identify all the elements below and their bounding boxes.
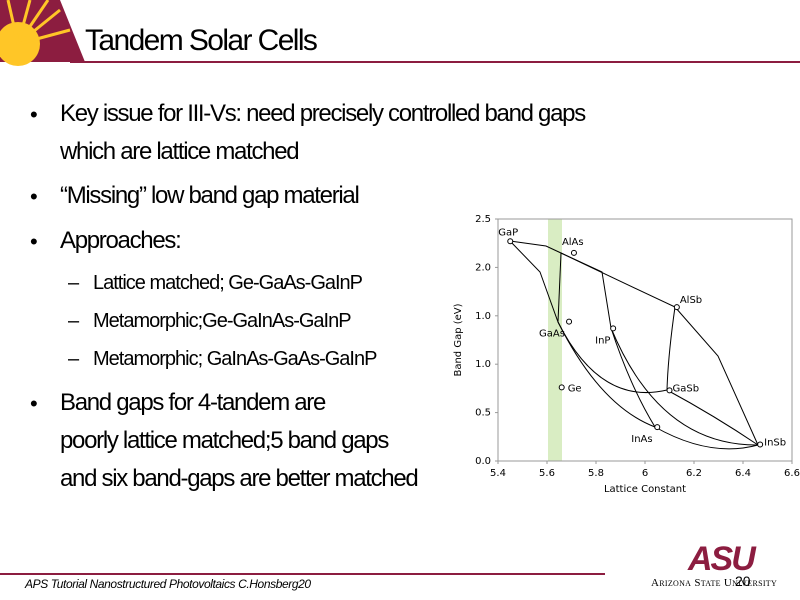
dash: – [68, 272, 79, 294]
bullet: Band gaps for 4-tandem are [60, 389, 326, 416]
dash: – [68, 310, 79, 332]
material-point [570, 249, 577, 256]
footer: APS Tutorial Nanostructured Photovoltaic… [25, 577, 311, 591]
material-label: AlAs [562, 237, 584, 248]
x-tick-label: 6.4 [735, 468, 751, 479]
band-gap-figure: 0.0 0.5 1.0 1.0 2.0 2.5 5.4 5.6 5.8 6 6.2 6.4 6.6 Lat… [450, 206, 800, 500]
material-label: InSb [764, 438, 786, 449]
bullet-dot: • [30, 184, 38, 209]
material-point [666, 387, 673, 394]
material-label: Ge [568, 383, 582, 394]
x-tick-label: 6.2 [686, 468, 702, 479]
material-label: GaSb [673, 383, 700, 394]
x-tick-label: 5.4 [490, 468, 506, 479]
y-tick-label: 2.5 [475, 214, 491, 225]
material-point [654, 424, 661, 431]
y-tick-label: 1.0 [475, 311, 491, 322]
bullet-dot: • [30, 391, 38, 416]
ge-band [548, 219, 562, 461]
x-axis-label: Lattice Constant [604, 484, 686, 495]
bullet: poorly lattice matched;5 band gaps [60, 427, 389, 454]
x-tick-label: 5.8 [588, 468, 604, 479]
y-tick-label: 0.0 [475, 456, 491, 467]
material-point [610, 325, 617, 332]
x-tick-label: 5.6 [539, 468, 555, 479]
material-label: GaP [498, 227, 518, 238]
bullet-dot: • [30, 102, 38, 127]
material-point [673, 304, 680, 311]
y-tick-label: 0.5 [475, 408, 491, 419]
page-number: 20 [735, 573, 751, 589]
material-label: InAs [631, 434, 652, 445]
slide-title: Tandem Solar Cells [85, 24, 318, 57]
sub-bullet: Lattice matched; Ge-GaAs-GaInP [93, 272, 363, 294]
bullet: “Missing” low band gap material [60, 182, 360, 209]
material-point [558, 384, 565, 391]
bullet: which are lattice matched [60, 138, 300, 165]
logo-name: Arizona State University [651, 577, 778, 589]
material-label: GaAs [539, 329, 565, 340]
dash: – [68, 348, 79, 370]
alloy-curves [509, 240, 759, 450]
plot-frame [497, 218, 793, 462]
material-label: InP [595, 335, 610, 346]
sub-bullet: Metamorphic;Ge-GaInAs-GaInP [93, 310, 352, 332]
x-tick-label: 6 [642, 468, 648, 479]
material-point [566, 318, 573, 325]
bullet-dot: • [30, 229, 38, 254]
y-axis-label: Band Gap (eV) [453, 303, 464, 376]
y-tick-label: 1.0 [475, 359, 491, 370]
material-point [507, 238, 514, 245]
sub-bullet: Metamorphic; GaInAs-GaAs-GaInP [93, 348, 377, 370]
x-tick-label: 6.6 [784, 468, 800, 479]
bullet: and six band-gaps are better matched [60, 465, 419, 492]
material-label: AlSb [680, 295, 702, 306]
y-tick-label: 2.0 [475, 262, 491, 273]
bullet: Approaches: [60, 227, 182, 254]
sunburst-logo [0, 0, 85, 66]
logo-mark: ASU [688, 540, 756, 578]
bullet: Key issue for III-Vs: need precisely con… [60, 100, 586, 127]
material-point [757, 441, 764, 448]
